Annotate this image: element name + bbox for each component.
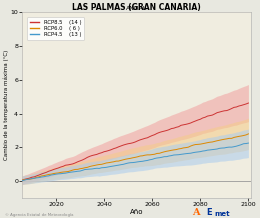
Text: © Agencia Estatal de Meteorología: © Agencia Estatal de Meteorología — [5, 213, 74, 217]
Y-axis label: Cambio de la temperatura máxima (°C): Cambio de la temperatura máxima (°C) — [3, 50, 9, 160]
Text: ANUAL: ANUAL — [126, 6, 147, 11]
Text: E: E — [207, 208, 212, 217]
Text: A: A — [192, 208, 200, 217]
Title: LAS PALMAS (GRAN CANARIA): LAS PALMAS (GRAN CANARIA) — [72, 3, 201, 12]
X-axis label: Año: Año — [130, 209, 143, 215]
Text: met: met — [214, 211, 230, 217]
Legend: RCP8.5    (14 ), RCP6.0    ( 6 ), RCP4.5    (13 ): RCP8.5 (14 ), RCP6.0 ( 6 ), RCP4.5 (13 ) — [27, 17, 84, 40]
